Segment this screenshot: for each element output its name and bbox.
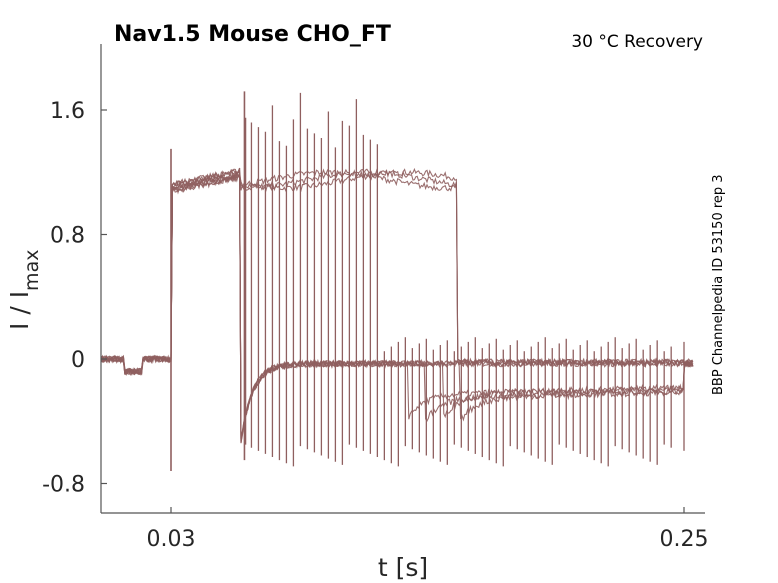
current-trace: [100, 168, 693, 376]
y-tick-label: 0: [71, 348, 85, 373]
current-trace: [100, 167, 694, 441]
y-axis-label-main: I / I: [5, 291, 34, 330]
y-tick-label: -0.8: [42, 473, 85, 498]
chart-title: Nav1.5 Mouse CHO_FT: [114, 22, 391, 47]
y-tick-label: 0.8: [50, 224, 85, 249]
current-trace: [100, 168, 694, 375]
current-trace: [100, 171, 694, 444]
svg-text:I / Imax: I / Imax: [5, 250, 43, 330]
x-axis-label: t [s]: [378, 553, 428, 582]
y-axis-label-sub: max: [21, 250, 43, 291]
current-trace: [100, 167, 694, 439]
y-axis-label: I / Imax: [5, 250, 43, 330]
current-trace: [100, 174, 694, 443]
y-tick-label: 1.6: [50, 99, 85, 124]
x-tick-label: 0.25: [660, 527, 709, 552]
current-trace: [100, 171, 694, 443]
current-trace: [100, 174, 694, 440]
current-traces: [100, 91, 694, 472]
x-tick-label: 0.03: [147, 527, 196, 552]
condition-label: 30 °C Recovery: [571, 32, 703, 52]
current-trace: [100, 167, 694, 376]
source-label: BBP Channelpedia ID 53150 rep 3: [711, 174, 726, 395]
